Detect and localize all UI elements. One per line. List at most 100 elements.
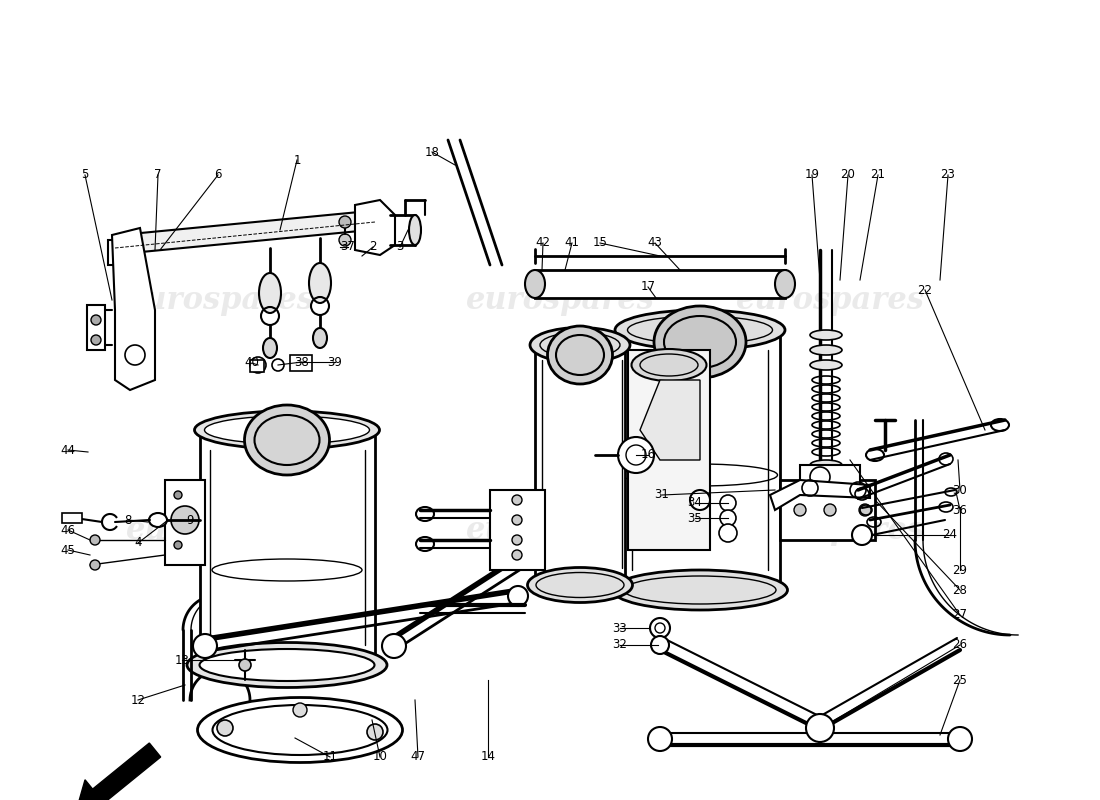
Circle shape xyxy=(174,491,182,499)
Ellipse shape xyxy=(187,642,387,687)
Circle shape xyxy=(690,490,710,510)
Polygon shape xyxy=(108,240,125,265)
Circle shape xyxy=(339,234,351,246)
Circle shape xyxy=(806,714,834,742)
Ellipse shape xyxy=(810,345,842,355)
Circle shape xyxy=(650,618,670,638)
Ellipse shape xyxy=(195,411,380,449)
Bar xyxy=(535,345,625,585)
Ellipse shape xyxy=(148,513,167,527)
Polygon shape xyxy=(770,480,870,510)
Circle shape xyxy=(824,504,836,516)
Circle shape xyxy=(948,727,972,751)
Polygon shape xyxy=(355,200,395,255)
FancyArrow shape xyxy=(75,743,161,800)
Text: 32: 32 xyxy=(613,638,627,651)
Text: 6: 6 xyxy=(214,169,222,182)
Circle shape xyxy=(512,495,522,505)
Bar xyxy=(800,465,860,490)
Text: 26: 26 xyxy=(953,638,968,651)
Circle shape xyxy=(512,515,522,525)
Text: 28: 28 xyxy=(953,583,967,597)
Text: 37: 37 xyxy=(341,241,355,254)
Circle shape xyxy=(512,535,522,545)
Text: 35: 35 xyxy=(688,511,703,525)
Text: 31: 31 xyxy=(654,489,670,502)
Ellipse shape xyxy=(263,338,277,358)
Ellipse shape xyxy=(199,649,374,681)
Text: 5: 5 xyxy=(81,169,89,182)
Text: 8: 8 xyxy=(124,514,132,526)
Circle shape xyxy=(719,524,737,542)
Text: 2: 2 xyxy=(370,241,376,254)
Ellipse shape xyxy=(810,475,842,485)
Text: 30: 30 xyxy=(953,483,967,497)
Text: 39: 39 xyxy=(328,355,342,369)
Ellipse shape xyxy=(530,327,630,362)
Circle shape xyxy=(217,720,233,736)
Ellipse shape xyxy=(810,330,842,340)
Bar xyxy=(62,513,82,523)
Text: 45: 45 xyxy=(60,543,76,557)
Text: 17: 17 xyxy=(640,281,656,294)
Text: 24: 24 xyxy=(943,529,957,542)
Text: 11: 11 xyxy=(322,750,338,763)
Ellipse shape xyxy=(205,416,370,444)
Text: 29: 29 xyxy=(953,563,968,577)
Text: 47: 47 xyxy=(410,750,426,763)
Ellipse shape xyxy=(613,570,788,610)
Circle shape xyxy=(382,634,406,658)
Text: 38: 38 xyxy=(295,355,309,369)
Text: 7: 7 xyxy=(154,169,162,182)
Bar xyxy=(628,350,710,550)
Text: 21: 21 xyxy=(870,169,886,182)
Circle shape xyxy=(91,315,101,325)
Text: 1: 1 xyxy=(294,154,300,166)
Text: 41: 41 xyxy=(564,237,580,250)
Text: 13: 13 xyxy=(175,654,189,666)
Bar xyxy=(200,430,375,665)
Text: 27: 27 xyxy=(953,609,968,622)
Text: 23: 23 xyxy=(940,169,956,182)
Text: 40: 40 xyxy=(244,357,260,370)
Circle shape xyxy=(90,535,100,545)
Circle shape xyxy=(859,504,871,516)
Ellipse shape xyxy=(528,567,632,602)
Bar xyxy=(87,305,104,350)
Text: 25: 25 xyxy=(953,674,967,686)
Text: 15: 15 xyxy=(593,237,607,250)
Text: 43: 43 xyxy=(648,237,662,250)
Text: 36: 36 xyxy=(953,503,967,517)
Circle shape xyxy=(170,506,199,534)
Circle shape xyxy=(339,216,351,228)
Text: eurospares: eurospares xyxy=(465,514,654,546)
Circle shape xyxy=(367,724,383,740)
Text: eurospares: eurospares xyxy=(125,285,315,315)
Circle shape xyxy=(250,357,266,373)
Circle shape xyxy=(91,335,101,345)
Text: 18: 18 xyxy=(425,146,439,158)
Circle shape xyxy=(508,586,528,606)
Polygon shape xyxy=(112,228,155,390)
Ellipse shape xyxy=(258,273,280,313)
Circle shape xyxy=(720,510,736,526)
Ellipse shape xyxy=(810,460,842,470)
Text: 19: 19 xyxy=(804,169,820,182)
Text: 42: 42 xyxy=(536,237,550,250)
Ellipse shape xyxy=(810,360,842,370)
Circle shape xyxy=(518,546,538,566)
Ellipse shape xyxy=(314,328,327,348)
Circle shape xyxy=(648,727,672,751)
Circle shape xyxy=(174,541,182,549)
Circle shape xyxy=(192,634,217,658)
Ellipse shape xyxy=(548,326,613,384)
Bar xyxy=(535,270,785,298)
Ellipse shape xyxy=(244,405,330,475)
Bar xyxy=(780,480,874,540)
Ellipse shape xyxy=(525,270,544,298)
Ellipse shape xyxy=(615,310,785,350)
Ellipse shape xyxy=(409,215,421,245)
Text: 12: 12 xyxy=(131,694,145,706)
Bar xyxy=(165,480,205,565)
Circle shape xyxy=(794,504,806,516)
